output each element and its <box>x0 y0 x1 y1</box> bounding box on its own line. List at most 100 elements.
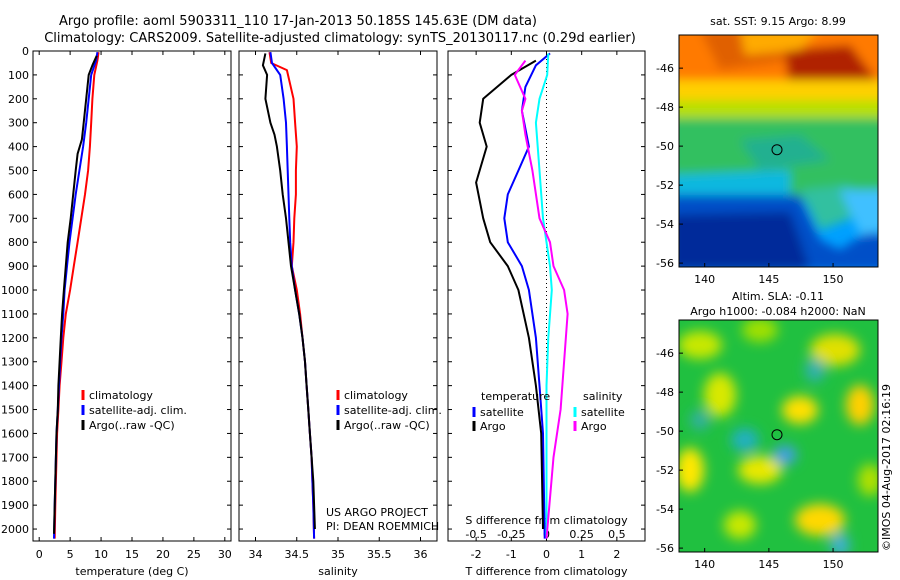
map-x-tick-label: 140 <box>694 558 715 571</box>
x-axis-label: temperature (deg C) <box>75 565 188 578</box>
y-tick-label: 400 <box>8 141 29 154</box>
map-y-tick-label: -50 <box>656 425 674 438</box>
x-tick-label: 20 <box>156 548 170 561</box>
series-line-argo-raw-qc <box>53 55 98 534</box>
map-y-tick-label: -52 <box>656 179 674 192</box>
map-x-tick-label: 150 <box>823 558 844 571</box>
x-tick-label: 10 <box>94 548 108 561</box>
y-tick-label: 1500 <box>1 404 29 417</box>
y-tick-label: 0 <box>22 45 29 58</box>
series-line-satellite-adj-clim <box>269 52 316 539</box>
y-tick-label: 1600 <box>1 427 29 440</box>
y-tick-label: 200 <box>8 93 29 106</box>
salinity-panel: 34 34.5 35 35.5 36 salinity climatology satelli… <box>238 50 442 578</box>
x-tick-label: -1 <box>506 548 517 561</box>
legend-label: climatology <box>344 389 408 402</box>
map-x-tick-label: 145 <box>758 558 779 571</box>
y-tick-label: 300 <box>8 117 29 130</box>
x-tick-label: 5 <box>67 548 74 561</box>
series-line-climatology <box>268 52 316 539</box>
legend-label: climatology <box>89 389 153 402</box>
series-line-argo-raw-qc <box>261 53 316 530</box>
sst-map-title: sat. SST: 9.15 Argo: 8.99 <box>710 15 846 28</box>
legend-label: satellite-adj. clim. <box>89 404 187 417</box>
sst-field <box>679 35 878 267</box>
series-line-climatology <box>53 52 100 539</box>
map-x-tick-label: 150 <box>823 273 844 286</box>
x-axis-label: T difference from climatology <box>465 565 628 578</box>
map-y-tick-label: -50 <box>656 140 674 153</box>
legend-label: Argo(..raw -QC) <box>89 419 175 432</box>
sst-map: sat. SST: 9.15 Argo: 8.99 140 145 150 -46 <box>656 15 879 286</box>
map-x-tick-label: 140 <box>694 273 715 286</box>
map-y-tick-label: -46 <box>656 347 674 360</box>
secondary-x-tick-label: 0.5 <box>608 528 626 541</box>
legend-label: satellite <box>480 406 524 419</box>
x-tick-label: 1 <box>578 548 585 561</box>
sst-float-location-marker <box>771 144 783 156</box>
figure-title: Argo profile: aoml 5903311_110 17-Jan-20… <box>59 14 537 29</box>
map-y-tick-label: -48 <box>656 101 674 114</box>
y-tick-label: 1700 <box>1 451 29 464</box>
map-x-tick-label: 145 <box>758 273 779 286</box>
y-tick-label: 1400 <box>1 380 29 393</box>
series-line-salinity-argo <box>513 60 569 539</box>
y-tick-label: 1800 <box>1 475 29 488</box>
project-annotation: PI: DEAN ROEMMICH <box>326 520 439 533</box>
sla-map-axes: 140 145 150 -46 -48 -50 -52 -54 -56 <box>656 347 844 571</box>
series-line-salinity-satellite <box>534 53 553 539</box>
series-line-temperature-satellite <box>503 52 551 539</box>
y-tick-label: 900 <box>8 260 29 273</box>
y-tick-label: 1900 <box>1 499 29 512</box>
secondary-x-tick-label: -0.5 <box>465 528 486 541</box>
plot-frame <box>238 50 438 542</box>
x-tick-label: 35.5 <box>367 548 392 561</box>
x-tick-label: 25 <box>187 548 201 561</box>
x-tick-label: 2 <box>613 548 620 561</box>
map-y-tick-label: -56 <box>656 542 674 555</box>
series-line-temperature-argo <box>475 59 544 530</box>
x-tick-label: 30 <box>218 548 232 561</box>
y-tick-label: 600 <box>8 188 29 201</box>
x-axis-label: salinity <box>318 565 358 578</box>
map-y-tick-label: -56 <box>656 257 674 270</box>
y-tick-label: 1300 <box>1 356 29 369</box>
sla-float-location-marker <box>771 429 783 441</box>
map-y-tick-label: -54 <box>656 218 674 231</box>
x-tick-label: 0 <box>543 548 550 561</box>
sla-map-subtitle: Argo h1000: -0.084 h2000: NaN <box>690 305 866 318</box>
x-tick-label: 35 <box>331 548 345 561</box>
x-tick-label: 0 <box>36 548 43 561</box>
x-tick-label: -2 <box>471 548 482 561</box>
map-y-tick-label: -52 <box>656 464 674 477</box>
y-tick-label: 100 <box>8 69 29 82</box>
y-tick-label: 800 <box>8 236 29 249</box>
y-tick-label: 1000 <box>1 284 29 297</box>
legend-title-salinity: salinity <box>583 390 623 403</box>
temperature-panel: 0100200300400500600700800900100011001200… <box>1 45 232 578</box>
sla-map-title: Altim. SLA: -0.11 <box>732 290 824 303</box>
y-tick-label: 700 <box>8 212 29 225</box>
y-tick-label: 1100 <box>1 308 29 321</box>
secondary-x-tick-label: -0.25 <box>497 528 525 541</box>
map-y-tick-label: -48 <box>656 386 674 399</box>
sst-map-axes: 140 145 150 -46 -48 -50 -52 -54 -56 <box>656 62 844 286</box>
legend-label: Argo(..raw -QC) <box>344 419 430 432</box>
legend-title-temperature: temperature <box>481 390 550 403</box>
legend-label: Argo <box>480 420 506 433</box>
imos-watermark: ©IMOS 04-Aug-2017 02:16:19 <box>880 384 893 551</box>
x-tick-label: 34 <box>249 548 263 561</box>
map-y-tick-label: -54 <box>656 503 674 516</box>
legend-label: satellite <box>581 406 625 419</box>
y-tick-label: 500 <box>8 165 29 178</box>
sla-field <box>679 320 878 552</box>
y-tick-label: 1200 <box>1 332 29 345</box>
secondary-x-tick-label: 0.25 <box>569 528 594 541</box>
y-tick-label: 2000 <box>1 523 29 536</box>
map-y-tick-label: -46 <box>656 62 674 75</box>
x-tick-label: 36 <box>414 548 428 561</box>
x-tick-label: 34.5 <box>285 548 310 561</box>
x-tick-label: 15 <box>125 548 139 561</box>
